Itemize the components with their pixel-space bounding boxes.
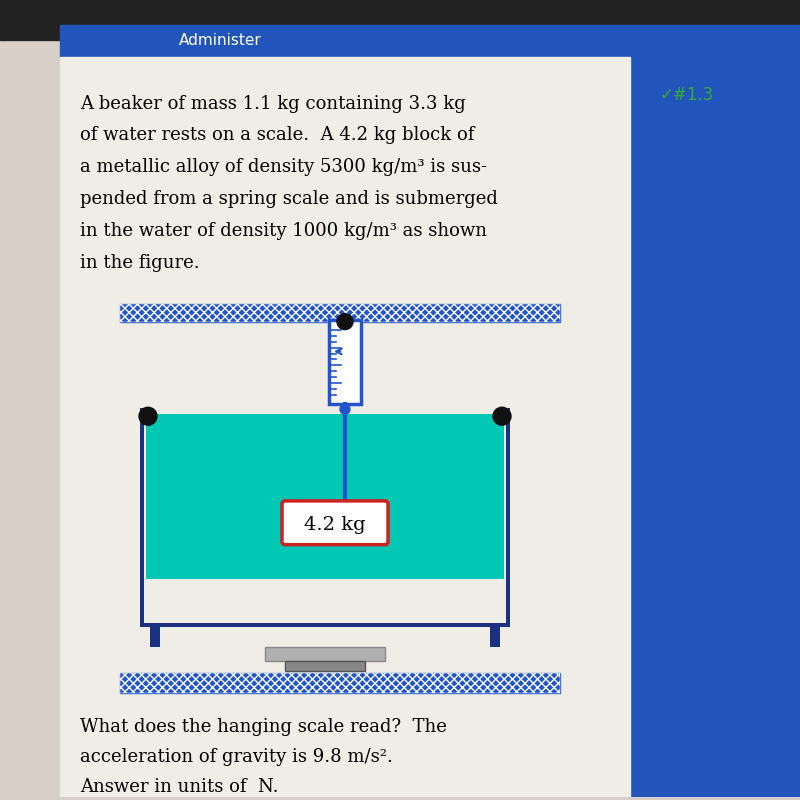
Text: A beaker of mass 1.1 kg containing 3.3 kg: A beaker of mass 1.1 kg containing 3.3 k…: [80, 94, 466, 113]
FancyBboxPatch shape: [282, 501, 388, 545]
Text: of water rests on a scale.  A 4.2 kg block of: of water rests on a scale. A 4.2 kg bloc…: [80, 126, 474, 145]
Bar: [120, 304, 560, 322]
Text: Administer: Administer: [178, 34, 262, 48]
Bar: [60, 57, 630, 797]
Bar: [506, 408, 510, 627]
Text: pended from a spring scale and is submerged: pended from a spring scale and is submer…: [80, 190, 498, 208]
Text: Answer in units of  N.: Answer in units of N.: [80, 778, 278, 796]
Bar: [120, 673, 560, 693]
Circle shape: [493, 407, 511, 426]
Bar: [150, 627, 160, 647]
Bar: [140, 408, 144, 627]
Bar: [0, 0, 800, 40]
Text: 4.2 kg: 4.2 kg: [304, 516, 366, 534]
Text: acceleration of gravity is 9.8 m/s².: acceleration of gravity is 9.8 m/s².: [80, 748, 393, 766]
Bar: [630, 25, 800, 800]
Circle shape: [337, 314, 353, 330]
Bar: [329, 320, 361, 404]
Bar: [285, 662, 365, 671]
Text: a metallic alloy of density 5300 kg/m³ is sus-: a metallic alloy of density 5300 kg/m³ i…: [80, 158, 487, 176]
Bar: [265, 647, 385, 662]
Circle shape: [340, 404, 350, 414]
Bar: [120, 673, 560, 693]
Bar: [140, 623, 510, 627]
Bar: [60, 25, 630, 57]
Bar: [146, 414, 504, 578]
Circle shape: [139, 407, 157, 426]
Text: in the water of density 1000 kg/m³ as shown: in the water of density 1000 kg/m³ as sh…: [80, 222, 487, 240]
Text: What does the hanging scale read?  The: What does the hanging scale read? The: [80, 718, 447, 736]
Bar: [120, 304, 560, 322]
Text: ✓#1.3: ✓#1.3: [660, 86, 714, 103]
Bar: [490, 627, 500, 647]
Text: in the figure.: in the figure.: [80, 254, 200, 272]
